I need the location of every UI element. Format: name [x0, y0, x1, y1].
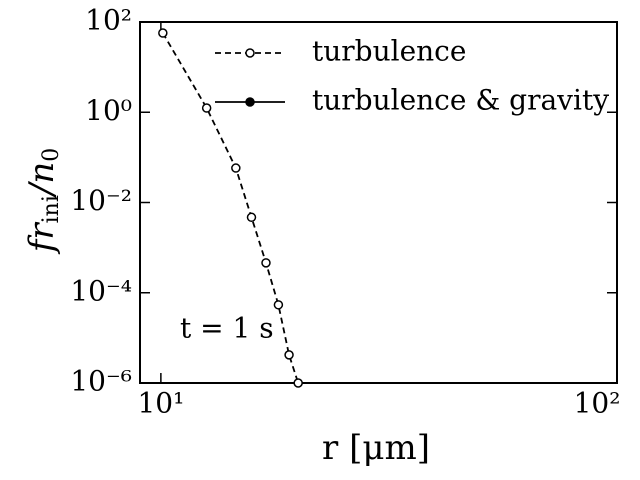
- x-tick-label: 10²: [574, 387, 621, 420]
- data-point: [158, 28, 168, 38]
- data-point: [284, 350, 294, 360]
- data-point: [261, 258, 271, 268]
- x-axis-label: r [μm]: [322, 428, 430, 468]
- data-point: [246, 212, 257, 223]
- x-tick-label: 10¹: [137, 387, 184, 420]
- y-axis-label: frini/n0: [22, 148, 64, 255]
- legend-label: turbulence: [312, 35, 466, 68]
- data-point: [201, 103, 212, 113]
- y-tick-label: 10⁻⁶: [70, 365, 132, 398]
- legend-marker: [245, 97, 255, 107]
- y-tick-label: 10²: [85, 4, 132, 37]
- y-label-part: /n: [22, 162, 62, 198]
- legend-label: turbulence & gravity: [312, 84, 609, 117]
- legend-marker: [245, 48, 255, 58]
- y-tick-label: 10⁻²: [70, 184, 132, 217]
- y-label-part: ini: [39, 195, 64, 223]
- data-point: [231, 163, 241, 173]
- data-point: [273, 300, 284, 310]
- y-label-part: 0: [39, 148, 64, 162]
- data-point: [293, 378, 303, 388]
- y-tick-label: 10⁻⁴: [70, 274, 132, 307]
- y-label-part: fr: [22, 222, 62, 256]
- y-tick-label: 10⁰: [85, 94, 132, 127]
- annotation: t = 1 s: [180, 312, 274, 345]
